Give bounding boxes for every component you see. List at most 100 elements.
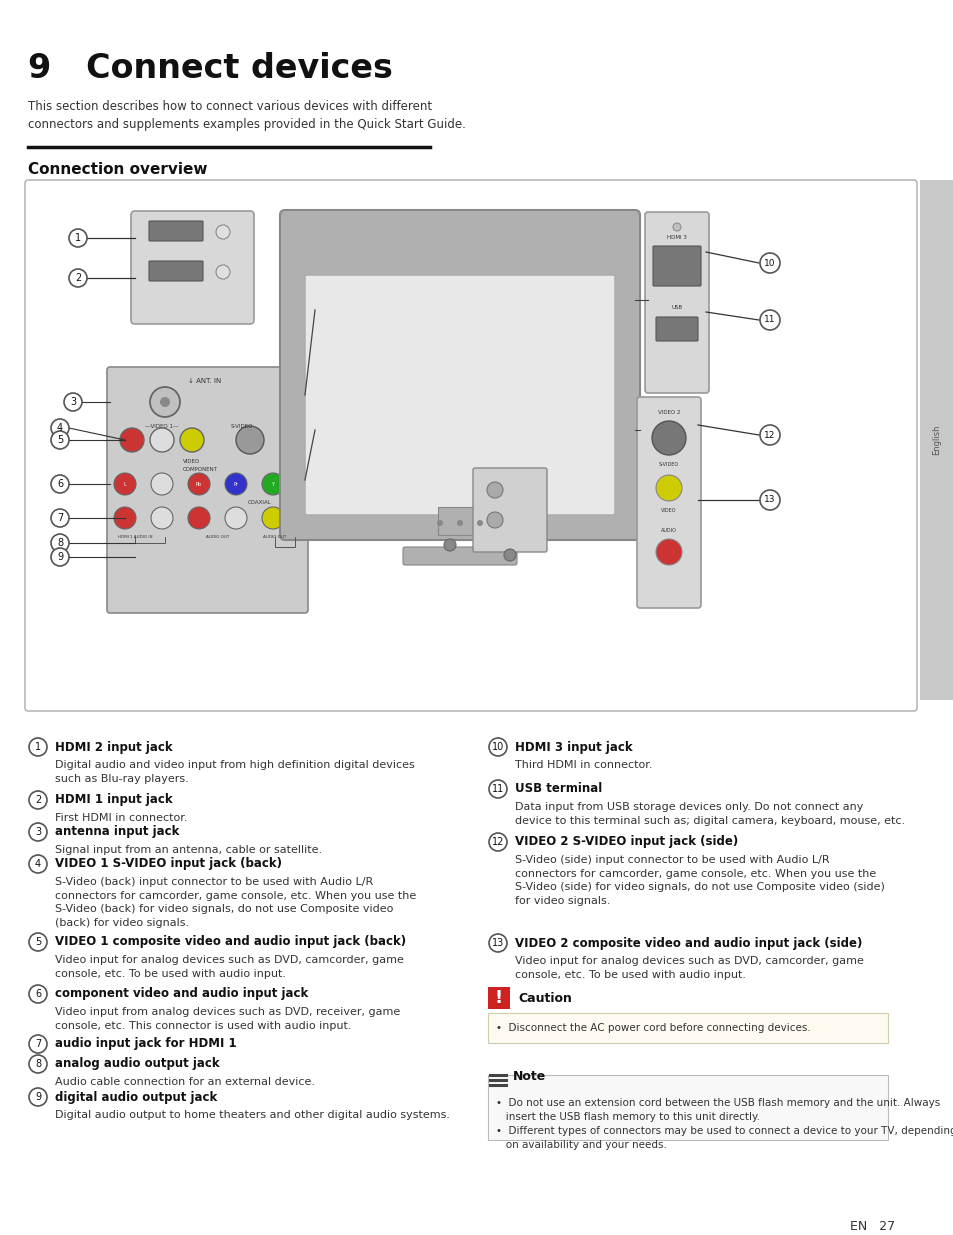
Circle shape xyxy=(486,513,502,529)
FancyBboxPatch shape xyxy=(25,180,916,711)
Bar xyxy=(488,1074,887,1140)
Text: HDMI 1 AUDIO IN: HDMI 1 AUDIO IN xyxy=(117,535,152,538)
Text: S-VIDEO: S-VIDEO xyxy=(659,462,679,467)
Circle shape xyxy=(760,310,780,330)
Text: VIDEO: VIDEO xyxy=(660,508,676,513)
Text: AUDIO: AUDIO xyxy=(660,529,677,534)
Circle shape xyxy=(651,421,685,454)
Circle shape xyxy=(672,224,680,231)
Circle shape xyxy=(29,1055,47,1073)
Circle shape xyxy=(51,475,69,493)
Text: Video input for analog devices such as DVD, camcorder, game
console, etc. To be : Video input for analog devices such as D… xyxy=(515,956,863,979)
Text: 12: 12 xyxy=(492,837,503,847)
Text: Video input for analog devices such as DVD, camcorder, game
console, etc. To be : Video input for analog devices such as D… xyxy=(55,955,403,978)
Text: USB: USB xyxy=(671,305,681,310)
Text: 9: 9 xyxy=(57,552,63,562)
Text: 11: 11 xyxy=(492,784,503,794)
Circle shape xyxy=(656,538,681,564)
FancyBboxPatch shape xyxy=(637,396,700,608)
Text: 2: 2 xyxy=(74,273,81,283)
Text: 4: 4 xyxy=(57,424,63,433)
FancyBboxPatch shape xyxy=(149,221,203,241)
FancyBboxPatch shape xyxy=(305,275,615,515)
Circle shape xyxy=(760,425,780,445)
Circle shape xyxy=(188,508,210,529)
Circle shape xyxy=(69,228,87,247)
Circle shape xyxy=(760,253,780,273)
Bar xyxy=(919,180,953,700)
Text: Pr: Pr xyxy=(233,482,238,487)
Circle shape xyxy=(51,419,69,437)
Circle shape xyxy=(150,387,180,417)
FancyBboxPatch shape xyxy=(131,211,253,324)
Text: 6: 6 xyxy=(35,989,41,999)
Text: 9: 9 xyxy=(35,1092,41,1102)
Circle shape xyxy=(489,832,506,851)
Text: COAXIAL: COAXIAL xyxy=(248,500,272,505)
Text: S-Video (side) input connector to be used with Audio L/R
connectors for camcorde: S-Video (side) input connector to be use… xyxy=(515,855,884,905)
Text: L: L xyxy=(124,482,126,487)
Text: Y: Y xyxy=(272,482,274,487)
Circle shape xyxy=(456,520,462,526)
Text: 6: 6 xyxy=(57,479,63,489)
Text: 2: 2 xyxy=(35,795,41,805)
Circle shape xyxy=(262,473,284,495)
Text: 10: 10 xyxy=(763,258,775,268)
Text: VIDEO 2: VIDEO 2 xyxy=(657,410,679,415)
Text: VIDEO 2 S-VIDEO input jack (side): VIDEO 2 S-VIDEO input jack (side) xyxy=(515,836,738,848)
Circle shape xyxy=(188,473,210,495)
Text: S-VIDEO: S-VIDEO xyxy=(231,424,253,429)
Text: Digital audio and video input from high definition digital devices
such as Blu-r: Digital audio and video input from high … xyxy=(55,760,415,783)
Text: S-Video (back) input connector to be used with Audio L/R
connectors for camcorde: S-Video (back) input connector to be use… xyxy=(55,877,416,927)
Circle shape xyxy=(443,538,456,551)
Circle shape xyxy=(64,393,82,411)
Text: Note: Note xyxy=(513,1071,546,1083)
FancyBboxPatch shape xyxy=(652,246,700,287)
Text: 13: 13 xyxy=(492,939,503,948)
FancyBboxPatch shape xyxy=(473,468,546,552)
Text: Video input from analog devices such as DVD, receiver, game
console, etc. This c: Video input from analog devices such as … xyxy=(55,1007,400,1030)
Text: 3: 3 xyxy=(70,396,76,408)
Text: 5: 5 xyxy=(57,435,63,445)
Text: This section describes how to connect various devices with different
connectors : This section describes how to connect va… xyxy=(28,100,465,131)
Circle shape xyxy=(215,266,230,279)
Circle shape xyxy=(51,509,69,527)
Text: 5: 5 xyxy=(35,937,41,947)
Text: Digital audio output to home theaters and other digital audio systems.: Digital audio output to home theaters an… xyxy=(55,1110,450,1120)
Text: Signal input from an antenna, cable or satellite.: Signal input from an antenna, cable or s… xyxy=(55,845,322,855)
Circle shape xyxy=(160,396,170,408)
Text: analog audio output jack: analog audio output jack xyxy=(55,1057,219,1071)
Text: HDMI 3 input jack: HDMI 3 input jack xyxy=(515,741,632,753)
Circle shape xyxy=(29,1088,47,1107)
Text: First HDMI in connector.: First HDMI in connector. xyxy=(55,813,188,823)
Text: 9   Connect devices: 9 Connect devices xyxy=(28,52,393,85)
Text: COMPONENT: COMPONENT xyxy=(182,467,217,472)
Text: 7: 7 xyxy=(57,513,63,522)
FancyBboxPatch shape xyxy=(107,367,308,613)
FancyBboxPatch shape xyxy=(280,210,639,540)
Circle shape xyxy=(29,932,47,951)
Circle shape xyxy=(29,739,47,756)
Text: 11: 11 xyxy=(763,315,775,325)
FancyBboxPatch shape xyxy=(644,212,708,393)
Circle shape xyxy=(503,550,516,561)
FancyBboxPatch shape xyxy=(656,317,698,341)
Text: Third HDMI in connector.: Third HDMI in connector. xyxy=(515,760,652,769)
Text: •  Do not use an extension cord between the USB flash memory and the unit. Alway: • Do not use an extension cord between t… xyxy=(496,1098,953,1150)
Text: •  Disconnect the AC power cord before connecting devices.: • Disconnect the AC power cord before co… xyxy=(496,1023,810,1032)
Text: 8: 8 xyxy=(35,1058,41,1070)
Text: 10: 10 xyxy=(492,742,503,752)
Circle shape xyxy=(69,269,87,287)
Circle shape xyxy=(120,429,144,452)
Circle shape xyxy=(262,508,284,529)
Circle shape xyxy=(51,431,69,450)
Circle shape xyxy=(489,934,506,952)
Circle shape xyxy=(486,482,502,498)
Text: HDMI 1 input jack: HDMI 1 input jack xyxy=(55,794,172,806)
Circle shape xyxy=(151,508,172,529)
Text: 8: 8 xyxy=(57,538,63,548)
FancyBboxPatch shape xyxy=(402,547,517,564)
FancyBboxPatch shape xyxy=(149,261,203,282)
Text: Pb: Pb xyxy=(195,482,202,487)
Text: HDMI 2 input jack: HDMI 2 input jack xyxy=(55,741,172,753)
